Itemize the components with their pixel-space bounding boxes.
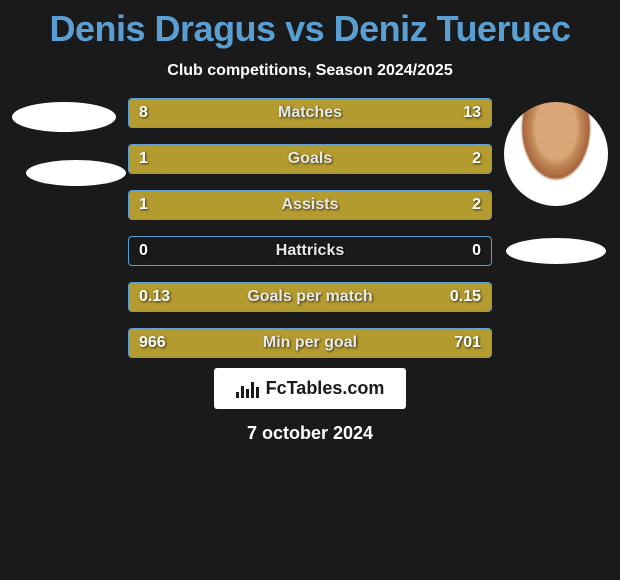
value-right: 13: [463, 104, 481, 122]
content-row: 8 Matches 13 1 Goals 2 1 Assists 2: [0, 98, 620, 358]
avatar-placeholder-icon: [12, 102, 116, 132]
value-left: 0.13: [139, 288, 170, 306]
stat-row-assists: 1 Assists 2: [128, 190, 492, 220]
stat-row-matches: 8 Matches 13: [128, 98, 492, 128]
stats-panel: 8 Matches 13 1 Goals 2 1 Assists 2: [120, 98, 500, 358]
logo-text: FcTables.com: [266, 378, 385, 399]
value-left: 1: [139, 150, 148, 168]
bar-right: [248, 145, 491, 173]
chart-icon: [236, 380, 260, 398]
comparison-title: Denis Dragus vs Deniz Tueruec: [0, 8, 620, 50]
infographic-root: Denis Dragus vs Deniz Tueruec Club compe…: [0, 0, 620, 444]
value-right: 0: [472, 242, 481, 260]
value-right: 2: [472, 196, 481, 214]
date-label: 7 october 2024: [247, 423, 373, 444]
stat-row-goals: 1 Goals 2: [128, 144, 492, 174]
footer: FcTables.com 7 october 2024: [0, 368, 620, 444]
value-right: 701: [454, 334, 481, 352]
value-left: 966: [139, 334, 166, 352]
stat-label: Goals: [288, 150, 332, 168]
source-logo: FcTables.com: [214, 368, 407, 409]
stat-row-mpg: 966 Min per goal 701: [128, 328, 492, 358]
stat-label: Goals per match: [247, 288, 372, 306]
player-right-column: [500, 98, 612, 264]
value-left: 1: [139, 196, 148, 214]
stat-label: Matches: [278, 104, 342, 122]
value-right: 0.15: [450, 288, 481, 306]
value-left: 8: [139, 104, 148, 122]
value-left: 0: [139, 242, 148, 260]
bar-left: [129, 99, 267, 127]
player-left-column: [8, 98, 120, 186]
subtitle: Club competitions, Season 2024/2025: [0, 62, 620, 80]
team-badge-icon: [506, 238, 606, 264]
team-placeholder-icon: [26, 160, 126, 186]
value-right: 2: [472, 150, 481, 168]
player-avatar-icon: [504, 102, 608, 206]
stat-row-gpm: 0.13 Goals per match 0.15: [128, 282, 492, 312]
stat-label: Assists: [282, 196, 339, 214]
stat-label: Min per goal: [263, 334, 357, 352]
stat-label: Hattricks: [276, 242, 344, 260]
stat-row-hattricks: 0 Hattricks 0: [128, 236, 492, 266]
